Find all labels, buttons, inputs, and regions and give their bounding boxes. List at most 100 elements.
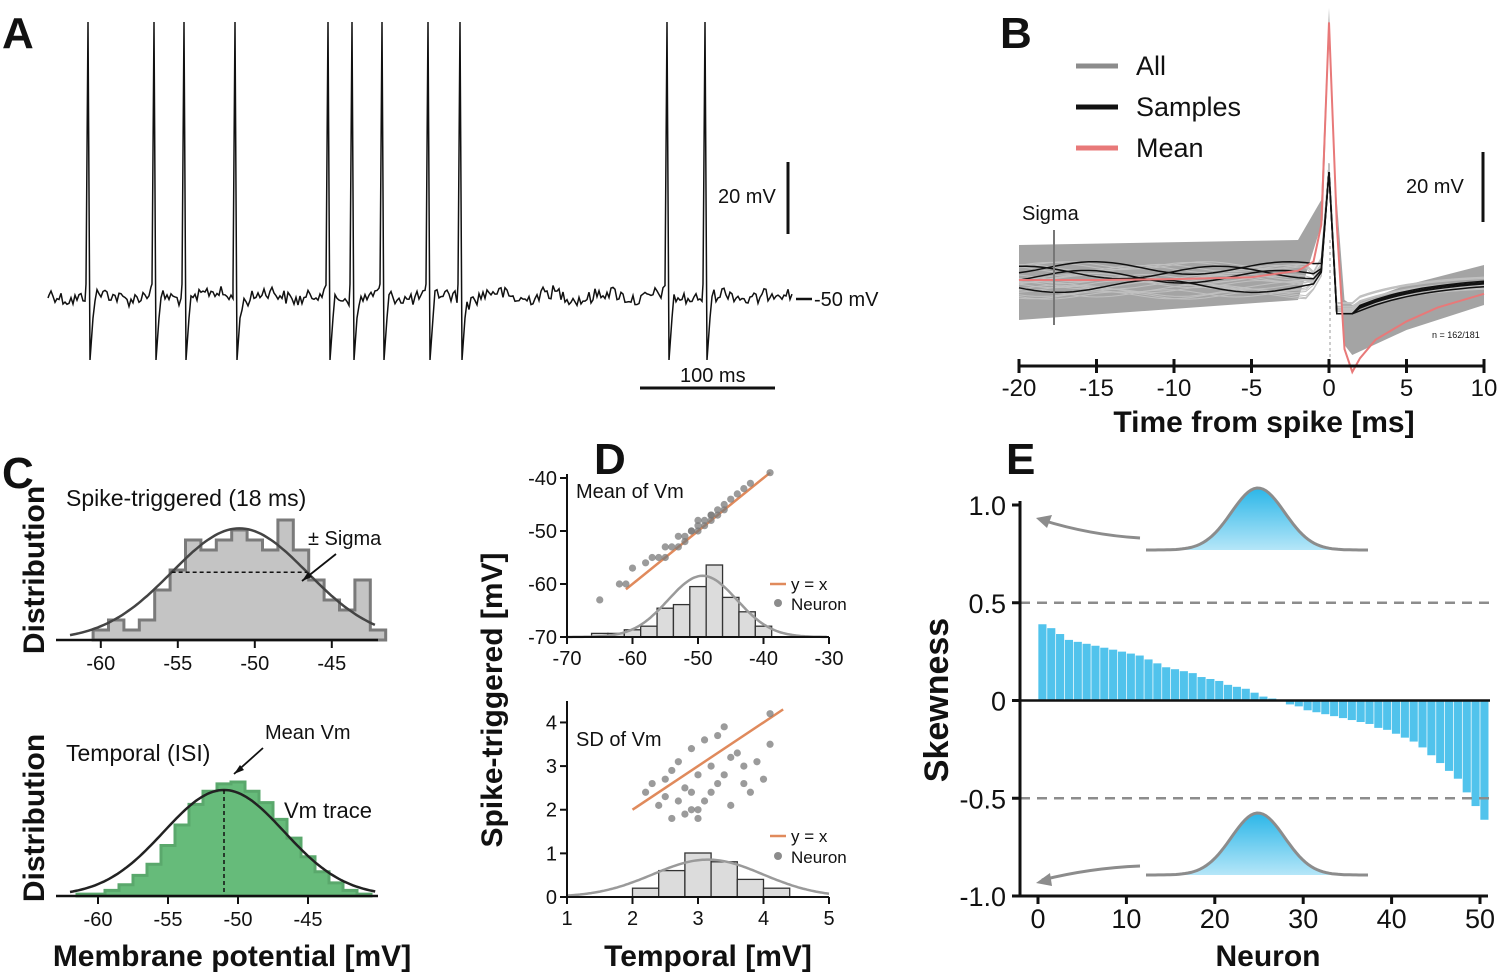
skewness-bar: [1170, 669, 1180, 701]
x-tick-label: 0: [1030, 904, 1045, 934]
neuron-point: [694, 814, 702, 823]
skewness-bar: [1100, 647, 1109, 701]
y-tick-label: -40: [528, 468, 557, 490]
sigma-range-label: ± Sigma: [308, 528, 382, 550]
neuron-point: [766, 469, 774, 477]
neuron-point: [694, 527, 702, 535]
x-tick-label: 30: [1288, 904, 1318, 934]
neuron-point: [694, 516, 702, 525]
histogram-bar: [672, 603, 691, 638]
skewness-bar: [1391, 700, 1401, 734]
x-tick-label: -50: [684, 648, 713, 670]
y-tick-label: 0: [991, 687, 1006, 717]
x-tick-label: -55: [163, 653, 192, 675]
skewness-bar: [1223, 684, 1233, 701]
skewness-bar: [1347, 700, 1356, 721]
skewness-bar: [1117, 651, 1127, 701]
x-tick-label-b: -10: [1157, 375, 1192, 402]
skewness-bar: [1471, 700, 1480, 807]
y-tick-label: 0: [546, 887, 557, 909]
spike-triggered-histogram: -60 -55 -50 -45: [56, 518, 388, 675]
skewness-bar: [1056, 634, 1065, 701]
neuron-point: [707, 788, 715, 796]
skewness-bar: [1197, 677, 1206, 701]
scale-time-label: 100 ms: [680, 365, 746, 387]
skewness-bar: [1215, 680, 1224, 701]
x-tick-label: -60: [618, 648, 647, 670]
skewness-bar: [1356, 700, 1365, 723]
skewness-bar: [1241, 688, 1250, 701]
panel-letter-a: A: [2, 9, 34, 58]
x-axis-title-b: Time from spike [ms]: [1113, 406, 1414, 439]
neuron-point: [727, 753, 735, 761]
x-tick-label: -40: [749, 648, 778, 670]
y-tick-label: -50: [528, 521, 557, 543]
neuron-point: [694, 806, 702, 814]
d-bottom-title: SD of Vm: [576, 729, 662, 751]
arrow-positive: [1041, 518, 1141, 540]
neuron-point: [746, 479, 755, 487]
x-tick-label: 2: [627, 908, 638, 930]
skewness-bar: [1312, 700, 1321, 713]
neuron-point: [759, 775, 768, 783]
skewness-bar: [1179, 671, 1188, 701]
neuron-point: [687, 745, 696, 753]
x-tick-label: -50: [240, 653, 269, 675]
arrowhead-positive: [1036, 515, 1052, 528]
neuron-point: [661, 775, 669, 783]
legend-neuron-swatch-bottom: [774, 852, 782, 860]
y-tick-label: -60: [528, 574, 557, 596]
panel-letter-d: D: [594, 435, 626, 484]
c-xlabel: Membrane potential [mV]: [53, 940, 411, 973]
sigma-label: Sigma: [1022, 203, 1080, 225]
legend-samples: Samples: [1136, 92, 1241, 122]
skewness-bar: [1294, 700, 1303, 707]
skewness-bars: -1.0 -0.5 0 0.5 1.0 0 10 20 30 40 50: [959, 486, 1495, 934]
neuron-point: [740, 485, 748, 493]
x-tick-label-b: -5: [1241, 375, 1262, 402]
neuron-point: [642, 788, 650, 796]
c-bottom-title: Temporal (ISI): [66, 740, 210, 766]
x-tick-label-b: 10: [1471, 375, 1498, 402]
neuron-point: [694, 522, 702, 530]
skewness-bar: [1091, 645, 1100, 701]
all-waveforms-band: [1019, 8, 1484, 355]
x-tick-label-b: -15: [1079, 375, 1114, 402]
skewness-bar: [1073, 641, 1082, 701]
panel-letter-e: E: [1006, 435, 1035, 484]
x-axis-b: -20 -15 -10 -5 0 5 10: [1002, 359, 1498, 402]
skewness-bar: [1321, 700, 1330, 715]
neuron-point: [668, 766, 676, 775]
legend-fit-bottom: y = x: [791, 827, 828, 846]
neuron-point: [681, 784, 689, 792]
x-tick-label: -30: [815, 648, 844, 670]
histogram-bar: [736, 878, 765, 898]
skewness-bar: [1436, 700, 1445, 764]
y-tick-label: 1.0: [968, 491, 1006, 521]
n-label: n = 162/181: [1432, 330, 1480, 340]
neuron-point: [661, 793, 669, 801]
neuron-point: [681, 538, 689, 546]
neuron-point: [714, 779, 722, 788]
neuron-point: [707, 762, 715, 770]
d-xlabel: Temporal [mV]: [604, 940, 812, 973]
neuron-point: [674, 543, 682, 551]
skew-negative-curve-fill: [1146, 813, 1368, 875]
sigma-arrowhead: [302, 572, 312, 581]
neuron-point: [681, 810, 689, 818]
legend-neuron-swatch-top: [774, 599, 782, 607]
neuron-point: [720, 500, 728, 509]
neuron-point: [674, 797, 682, 805]
c-top-title: Spike-triggered (18 ms): [66, 485, 306, 511]
histogram-fit: [566, 858, 830, 897]
skewness-bar: [1427, 700, 1436, 756]
legend-mean: Mean: [1136, 133, 1204, 163]
neuron-point: [674, 758, 682, 766]
skewness-bar: [1462, 700, 1471, 793]
skewness-bar: [1285, 700, 1295, 705]
neuron-point: [694, 771, 702, 779]
neuron-point: [720, 506, 728, 514]
skew-positive-curve-fill: [1146, 488, 1368, 550]
neuron-point: [615, 580, 624, 588]
temporal-histogram: -60 -55 -50 -45: [56, 780, 378, 931]
